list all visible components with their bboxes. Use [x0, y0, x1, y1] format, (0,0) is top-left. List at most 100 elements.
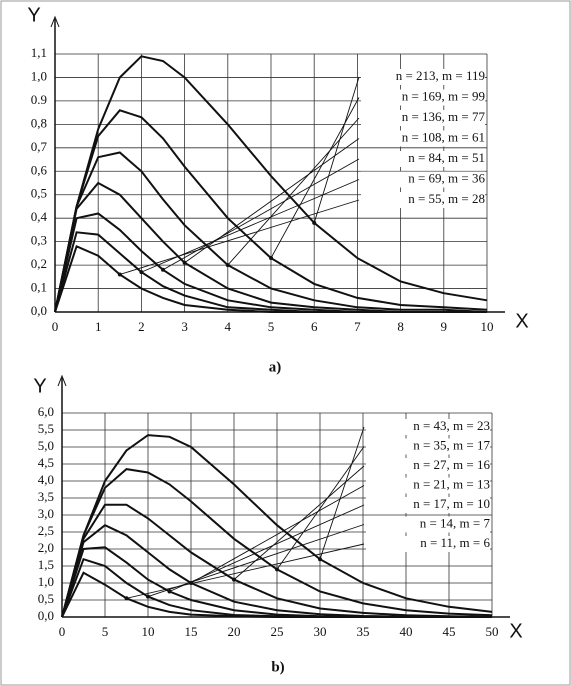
- x-tick-label: 40: [400, 624, 413, 639]
- legend-bg: [366, 438, 490, 455]
- x-tick-label: 35: [357, 624, 370, 639]
- y-tick-label: 1,5: [38, 557, 54, 572]
- x-tick-label: 20: [228, 624, 241, 639]
- legend-label: n = 11, m = 6: [420, 535, 490, 550]
- leader-dot: [182, 260, 187, 265]
- x-tick-label: 45: [443, 624, 456, 639]
- legend-label: n = 213, m = 119: [396, 68, 485, 83]
- legend-bg: [361, 110, 485, 126]
- x-tick-label: 5: [102, 624, 109, 639]
- leader-dot: [318, 557, 322, 562]
- legend-bg: [361, 171, 485, 188]
- x-tick-label: 15: [185, 624, 198, 639]
- caption: b): [271, 659, 284, 675]
- y-tick-label: 0,5: [38, 591, 54, 606]
- y-tick-label: 0,2: [31, 256, 47, 271]
- x-tick-label: 1: [95, 319, 102, 334]
- leader-line: [270, 97, 360, 259]
- leader-dot: [146, 594, 150, 599]
- y-tick-label: 1,0: [38, 574, 54, 589]
- y-tick-label: 0,5: [31, 186, 47, 201]
- curve: [61, 468, 493, 618]
- x-tick-label: 8: [397, 319, 404, 334]
- legend-label: n = 108, m = 61: [402, 129, 485, 144]
- y-tick-label: 1,1: [31, 45, 47, 60]
- y-tick-label: 1,0: [31, 68, 47, 83]
- legend-bg: [366, 419, 490, 435]
- y-tick-label: 4,0: [38, 472, 54, 487]
- legend-label: n = 27, m = 16: [413, 457, 490, 472]
- y-tick-label: 3,5: [38, 489, 54, 504]
- x-axis-label: X: [509, 620, 522, 642]
- x-axis-label: X: [515, 310, 528, 332]
- legend-label: n = 169, m = 99: [402, 88, 485, 103]
- y-arrow: [50, 15, 60, 28]
- leader-line: [147, 524, 365, 598]
- legend-bg: [361, 89, 485, 106]
- legend-label: n = 84, m = 51: [408, 150, 485, 165]
- leader-line: [184, 138, 360, 264]
- legend-bg: [361, 151, 485, 167]
- y-tick-label: 0,0: [31, 303, 47, 318]
- leader-line: [169, 504, 365, 592]
- legend-bg: [366, 516, 490, 533]
- y-tick-label: 0,1: [31, 280, 47, 295]
- y-tick-label: 0,3: [31, 233, 47, 248]
- leader-dot: [161, 267, 165, 272]
- y-tick-label: 0,8: [31, 115, 47, 130]
- legend-label: n = 55, m = 28: [408, 191, 485, 206]
- leader-dot: [275, 567, 279, 572]
- x-tick-label: 10: [142, 624, 155, 639]
- legend-label: n = 136, m = 77: [402, 109, 486, 124]
- legend-bg: [361, 192, 485, 208]
- x-tick-label: 2: [138, 319, 145, 334]
- y-tick-label: 0,4: [31, 209, 48, 224]
- y-tick-label: 0,0: [38, 608, 54, 623]
- x-tick-label: 25: [271, 624, 284, 639]
- x-tick-label: 6: [311, 319, 318, 334]
- curve: [61, 434, 493, 618]
- legend-bg: [361, 130, 485, 147]
- legend-label: n = 69, m = 36: [408, 170, 485, 185]
- legend-label: n = 35, m = 17: [413, 437, 490, 452]
- legend-label: n = 14, m = 7: [420, 515, 491, 530]
- y-arrow: [57, 374, 67, 387]
- leader-dot: [312, 220, 317, 225]
- x-tick-label: 0: [59, 624, 66, 639]
- x-tick-label: 5: [268, 319, 275, 334]
- curve: [61, 571, 492, 618]
- leader-dot: [124, 596, 129, 601]
- leader-line: [126, 543, 365, 599]
- curve: [54, 55, 488, 313]
- caption: a): [269, 359, 282, 375]
- leader-dot: [139, 270, 144, 275]
- y-tick-label: 0,6: [31, 162, 48, 177]
- leader-dot: [225, 263, 230, 268]
- y-tick-label: 0,7: [31, 139, 48, 154]
- leader-line: [227, 117, 360, 266]
- x-tick-label: 30: [314, 624, 327, 639]
- y-tick-label: 6,0: [38, 404, 54, 419]
- x-tick-label: 4: [225, 319, 232, 334]
- y-axis-label: Y: [33, 375, 46, 397]
- y-tick-label: 4,5: [38, 455, 54, 470]
- legend-label: n = 17, m = 10: [413, 496, 490, 511]
- leader-line: [313, 76, 360, 224]
- x-tick-label: 50: [486, 624, 499, 639]
- leader-dot: [232, 577, 236, 582]
- x-tick-label: 7: [354, 319, 361, 334]
- curve: [54, 244, 487, 313]
- x-tick-label: 9: [441, 319, 448, 334]
- y-tick-label: 3,0: [38, 506, 54, 521]
- curve: [54, 109, 488, 313]
- y-tick-label: 0.9: [31, 92, 47, 107]
- legend-bg: [366, 536, 490, 552]
- leader-dot: [167, 589, 172, 594]
- leader-dot: [117, 272, 122, 277]
- legend-label: n = 21, m = 13: [413, 476, 490, 491]
- y-axis-label: Y: [27, 4, 40, 26]
- leader-line: [190, 485, 365, 584]
- y-tick-label: 2,5: [38, 523, 54, 538]
